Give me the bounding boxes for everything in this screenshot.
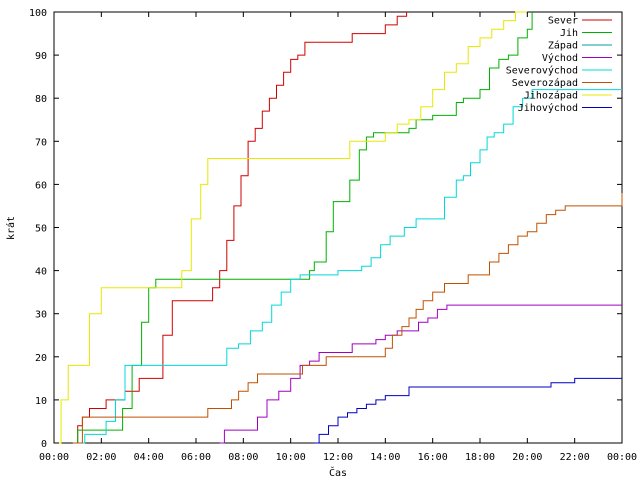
series-layer (54, 11, 623, 444)
x-tick-label: 00:00 (607, 452, 637, 463)
x-tick-label: 06:00 (181, 452, 211, 463)
legend-label: Západ (548, 40, 578, 52)
x-axis-label: Čas (329, 466, 347, 479)
x-tick-label: 22:00 (560, 452, 590, 463)
legend-label: Jih (560, 28, 578, 39)
legend-label: Východ (542, 52, 578, 64)
x-tick-label: 02:00 (86, 452, 116, 463)
x-tick-label: 18:00 (465, 452, 495, 463)
y-tick-label: 30 (35, 310, 47, 321)
x-tick-label: 12:00 (323, 452, 353, 463)
y-tick-label: 40 (35, 267, 47, 278)
x-tick-label: 08:00 (228, 452, 258, 463)
series-line (72, 12, 533, 444)
y-tick-label: 80 (35, 94, 47, 105)
ticks-layer: 00:00 02:00 04:00 06:00 08:00 10:00 12:00 14:00… (29, 8, 637, 463)
legend-label: Sever (548, 16, 578, 27)
y-tick-label: 20 (35, 353, 47, 364)
y-axis-label: krát (5, 216, 17, 240)
legend: SeverJihZápadVýchodSeverovýchodSeverozáp… (506, 16, 612, 114)
legend-label: Severozápad (512, 77, 578, 89)
y-tick-label: 0 (41, 439, 47, 450)
series-line (314, 377, 622, 444)
y-tick-label: 60 (35, 180, 47, 191)
plot-area (53, 11, 623, 444)
y-tick-label: 100 (29, 8, 47, 19)
x-tick-label: 04:00 (134, 452, 164, 463)
y-tick-label: 70 (35, 137, 47, 148)
legend-label: Jihovýchod (518, 102, 578, 114)
x-tick-label: 20:00 (512, 452, 542, 463)
x-tick-label: 14:00 (370, 452, 400, 463)
legend-label: Severovýchod (506, 65, 578, 77)
series-line (54, 11, 528, 444)
x-tick-label: 00:00 (39, 452, 69, 463)
legend-label: Jihozápad (524, 90, 578, 102)
y-tick-label: 50 (35, 224, 47, 235)
series-line (77, 89, 622, 444)
series-line (219, 304, 622, 444)
y-tick-label: 90 (35, 51, 47, 62)
x-tick-label: 16:00 (418, 452, 448, 463)
series-line (72, 193, 623, 444)
y-tick-label: 10 (35, 396, 47, 407)
x-tick-label: 10:00 (276, 452, 306, 463)
